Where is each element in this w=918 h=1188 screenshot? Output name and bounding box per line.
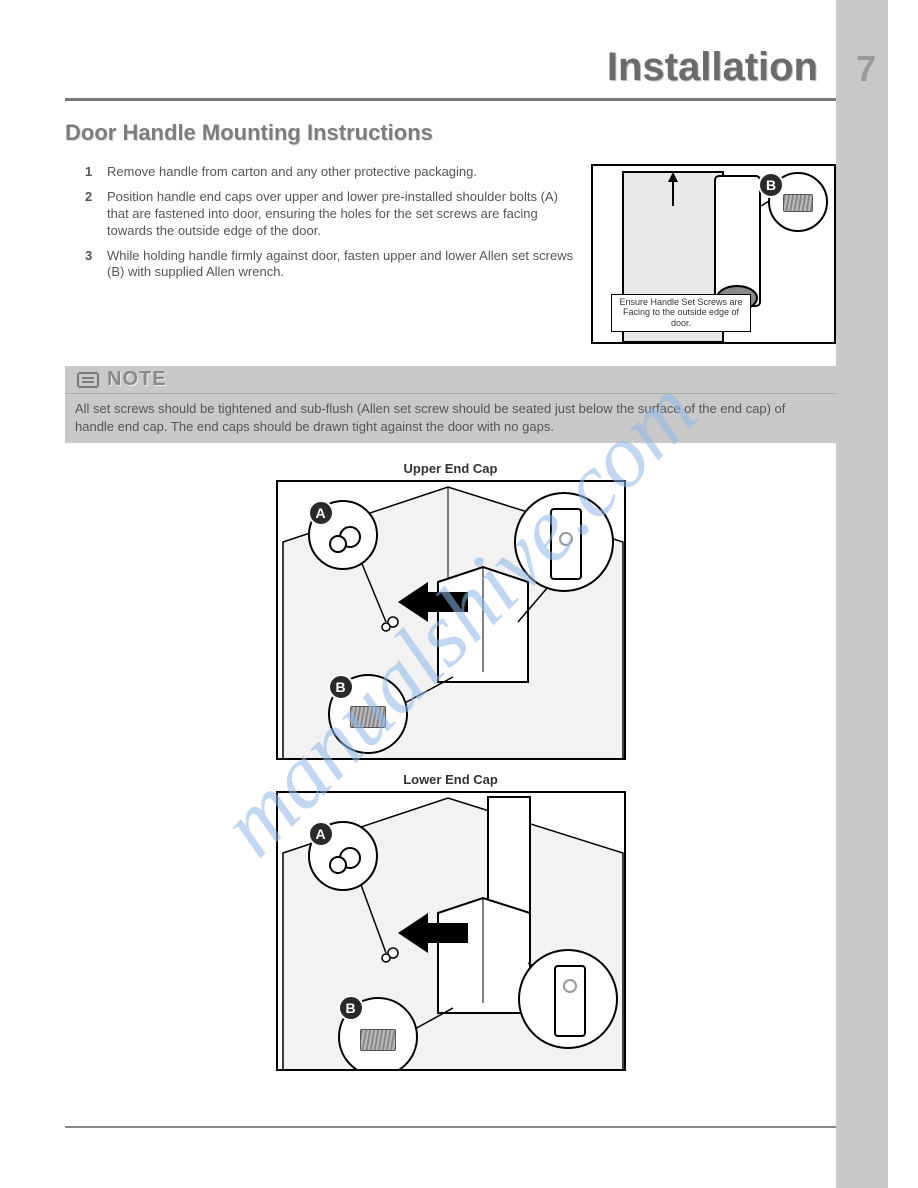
step-text: Position handle end caps over upper and …: [107, 189, 575, 240]
step-number: 1: [85, 164, 107, 181]
step-item: 3 While holding handle firmly against do…: [85, 248, 575, 282]
note-icon: [77, 372, 99, 388]
page-tab: [836, 0, 888, 1188]
diagram-caption: Ensure Handle Set Screws are Facing to t…: [611, 294, 751, 332]
badge-a-upper: A: [308, 500, 334, 526]
badge-a-lower: A: [308, 821, 334, 847]
callout-circle-detail: [518, 949, 618, 1049]
callout-circle-detail: [514, 492, 614, 592]
intro-row: 1 Remove handle from carton and any othe…: [65, 164, 836, 344]
title-rule: [65, 98, 836, 101]
set-screw-icon: [783, 194, 813, 212]
endcap-detail-icon: [516, 494, 616, 594]
page: Installation 7 manualshive.com Door Hand…: [0, 0, 918, 1188]
diagram-title-lower: Lower End Cap: [65, 772, 836, 787]
note-block: NOTE All set screws should be tightened …: [65, 366, 836, 443]
note-body: All set screws should be tightened and s…: [65, 394, 836, 443]
bottom-rule: [65, 1126, 836, 1128]
step-number: 3: [85, 248, 107, 282]
step-text: Remove handle from carton and any other …: [107, 164, 575, 181]
step-number: 2: [85, 189, 107, 240]
note-label: NOTE: [107, 368, 167, 391]
diagram-stack: Upper End Cap: [65, 461, 836, 1071]
diagram-title-upper: Upper End Cap: [65, 461, 836, 476]
note-header: NOTE: [65, 366, 836, 394]
diagram-top: B Ensure Handle Set Screws are Facing to…: [591, 164, 836, 344]
set-screw-icon: [350, 706, 386, 728]
section-heading: Door Handle Mounting Instructions: [65, 120, 836, 146]
badge-b-lower: B: [338, 995, 364, 1021]
header: Installation 7: [0, 0, 918, 95]
endcap-detail-icon: [520, 951, 620, 1051]
step-item: 1 Remove handle from carton and any othe…: [85, 164, 575, 181]
diagram-lower: A B: [276, 791, 626, 1071]
step-text: While holding handle firmly against door…: [107, 248, 575, 282]
content: Door Handle Mounting Instructions 1 Remo…: [65, 120, 836, 1083]
set-screw-icon: [360, 1029, 396, 1051]
step-item: 2 Position handle end caps over upper an…: [85, 189, 575, 240]
diagram-upper: A B: [276, 480, 626, 760]
badge-b: B: [758, 172, 784, 198]
badge-b-upper: B: [328, 674, 354, 700]
page-number: 7: [856, 48, 876, 90]
page-title: Installation: [607, 45, 818, 90]
steps-list: 1 Remove handle from carton and any othe…: [65, 164, 581, 289]
